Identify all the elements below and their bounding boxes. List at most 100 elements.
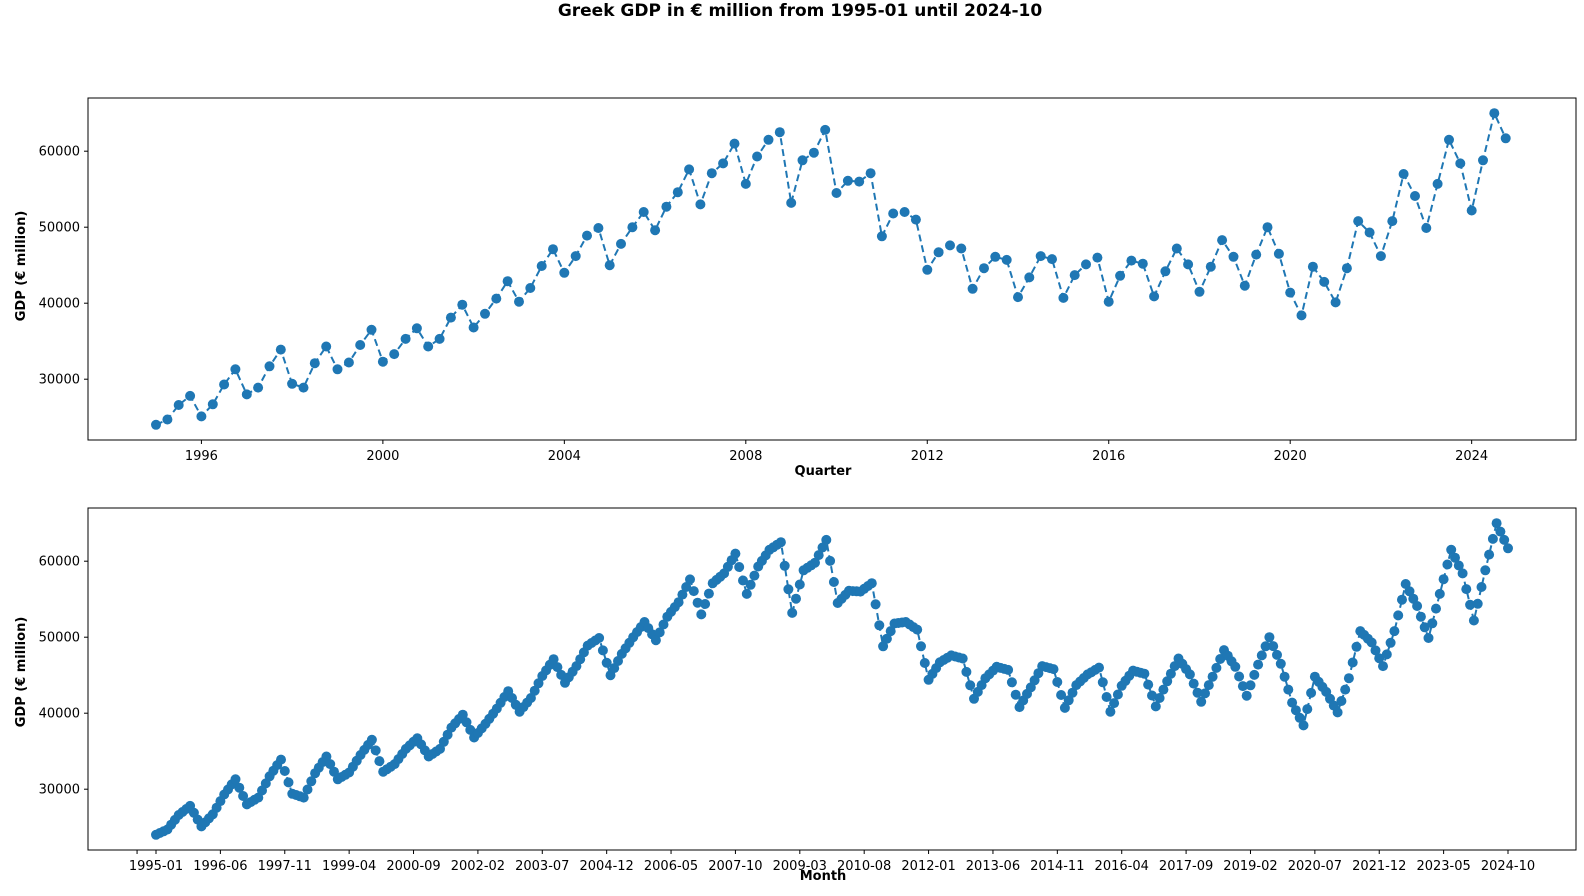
monthly-data-point xyxy=(1351,641,1362,652)
quarterly-data-point xyxy=(1081,259,1091,270)
monthly-x-tick-label: 1996-06 xyxy=(193,859,247,874)
quarterly-data-point xyxy=(219,379,230,390)
quarterly-data-point xyxy=(1115,270,1126,281)
monthly-data-point xyxy=(1203,680,1214,691)
monthly-x-tick-label: 2020-07 xyxy=(1288,859,1342,874)
monthly-data-point xyxy=(730,548,741,559)
monthly-data-point xyxy=(1211,662,1222,673)
quarterly-data-point xyxy=(774,127,785,138)
monthly-data-point xyxy=(1237,681,1248,692)
quarterly-data-point xyxy=(1194,286,1205,297)
quarterly-data-point xyxy=(1058,292,1069,303)
quarterly-data-point xyxy=(1455,158,1466,169)
monthly-data-point xyxy=(650,635,661,646)
quarterly-data-point xyxy=(1444,134,1454,145)
quarterly-data-point xyxy=(1296,310,1307,321)
monthly-data-point xyxy=(1442,559,1453,570)
monthly-data-point xyxy=(1200,688,1210,699)
monthly-data-point xyxy=(1147,690,1157,701)
monthly-data-point xyxy=(885,626,896,637)
quarterly-data-point xyxy=(1149,291,1160,302)
quarterly-data-point xyxy=(1137,258,1148,269)
monthly-data-point xyxy=(1245,680,1256,691)
monthly-data-point xyxy=(1287,697,1298,708)
quarterly-data-point xyxy=(820,124,831,135)
quarterly-data-point xyxy=(752,151,763,162)
monthly-x-tick-label: 2014-11 xyxy=(1030,859,1084,874)
quarterly-data-point xyxy=(1183,259,1194,270)
quarterly-data-point xyxy=(491,293,502,304)
monthly-data-point xyxy=(1158,684,1169,695)
quarterly-data-point xyxy=(1489,108,1500,119)
monthly-data-point xyxy=(548,654,559,665)
monthly-data-point xyxy=(783,584,794,595)
monthly-data-point xyxy=(1192,687,1203,698)
quarterly-data-point xyxy=(151,419,161,430)
quarterly-data-point xyxy=(468,322,479,333)
monthly-data-point xyxy=(601,657,612,668)
quarterly-data-point xyxy=(1387,216,1398,227)
quarterly-data-point xyxy=(979,263,989,274)
monthly-data-point xyxy=(1150,701,1161,712)
monthly-data-point xyxy=(1101,692,1112,702)
monthly-data-point xyxy=(1063,695,1074,706)
quarterly-data-point xyxy=(1035,251,1046,262)
quarterly-x-tick-label: 2012 xyxy=(911,449,944,464)
monthly-data-point xyxy=(1434,588,1445,599)
monthly-data-point xyxy=(1378,661,1388,672)
quarterly-data-point xyxy=(616,238,626,249)
monthly-data-point xyxy=(791,593,801,604)
monthly-data-point xyxy=(658,619,669,630)
quarterly-data-point xyxy=(888,208,899,219)
monthly-x-tick-label: 2007-10 xyxy=(708,859,762,874)
monthly-data-point xyxy=(306,776,317,787)
monthly-data-point xyxy=(1336,696,1347,706)
quarterly-y-tick-label: 40000 xyxy=(39,297,80,312)
quarterly-data-point xyxy=(1262,222,1273,233)
monthly-data-point xyxy=(1503,543,1513,554)
monthly-data-point xyxy=(787,607,798,618)
quarterly-data-point xyxy=(1364,227,1375,238)
monthly-data-point xyxy=(552,662,563,673)
quarterly-data-point xyxy=(582,230,592,241)
monthly-data-point xyxy=(1465,599,1476,610)
monthly-data-point xyxy=(1499,534,1510,545)
quarterly-data-point xyxy=(1432,178,1443,189)
monthly-data-point xyxy=(230,774,241,785)
monthly-data-point xyxy=(556,669,567,680)
quarterly-data-point xyxy=(899,207,910,217)
quarterly-data-point xyxy=(275,344,286,355)
monthly-data-point xyxy=(1052,677,1063,687)
quarterly-data-point xyxy=(1171,243,1182,254)
monthly-data-point xyxy=(238,791,249,801)
monthly-data-point xyxy=(1404,586,1415,597)
monthly-series-line xyxy=(155,520,1509,836)
monthly-data-point xyxy=(1431,603,1441,614)
monthly-data-point xyxy=(325,759,336,770)
quarterly-data-point xyxy=(445,312,456,323)
quarterly-data-point xyxy=(480,308,490,319)
monthly-x-tick-label: 2000-09 xyxy=(386,859,440,874)
quarterly-data-point xyxy=(933,247,944,258)
monthly-data-point xyxy=(745,579,756,590)
monthly-x-tick-label: 2023-05 xyxy=(1416,859,1470,874)
monthly-data-point xyxy=(1279,671,1290,682)
quarterly-data-point xyxy=(1319,276,1330,287)
monthly-data-point xyxy=(1476,582,1487,592)
quarterly-x-tick-label: 2004 xyxy=(548,449,581,464)
monthly-data-point xyxy=(1230,661,1241,672)
quarterly-data-point xyxy=(207,399,218,410)
monthly-data-point xyxy=(1253,659,1264,670)
monthly-x-tick-label: 2003-07 xyxy=(515,859,569,874)
monthly-data-point xyxy=(370,745,381,756)
monthly-data-point xyxy=(1162,676,1173,687)
quarterly-y-tick-label: 30000 xyxy=(39,373,80,388)
quarterly-data-point xyxy=(343,357,354,368)
monthly-data-point xyxy=(321,751,332,762)
monthly-data-point xyxy=(1048,664,1059,675)
monthly-data-point xyxy=(1169,661,1180,672)
monthly-data-point xyxy=(1450,552,1460,563)
monthly-data-point xyxy=(673,597,684,608)
quarterly-data-point xyxy=(1205,261,1216,272)
monthly-data-point xyxy=(881,633,892,644)
